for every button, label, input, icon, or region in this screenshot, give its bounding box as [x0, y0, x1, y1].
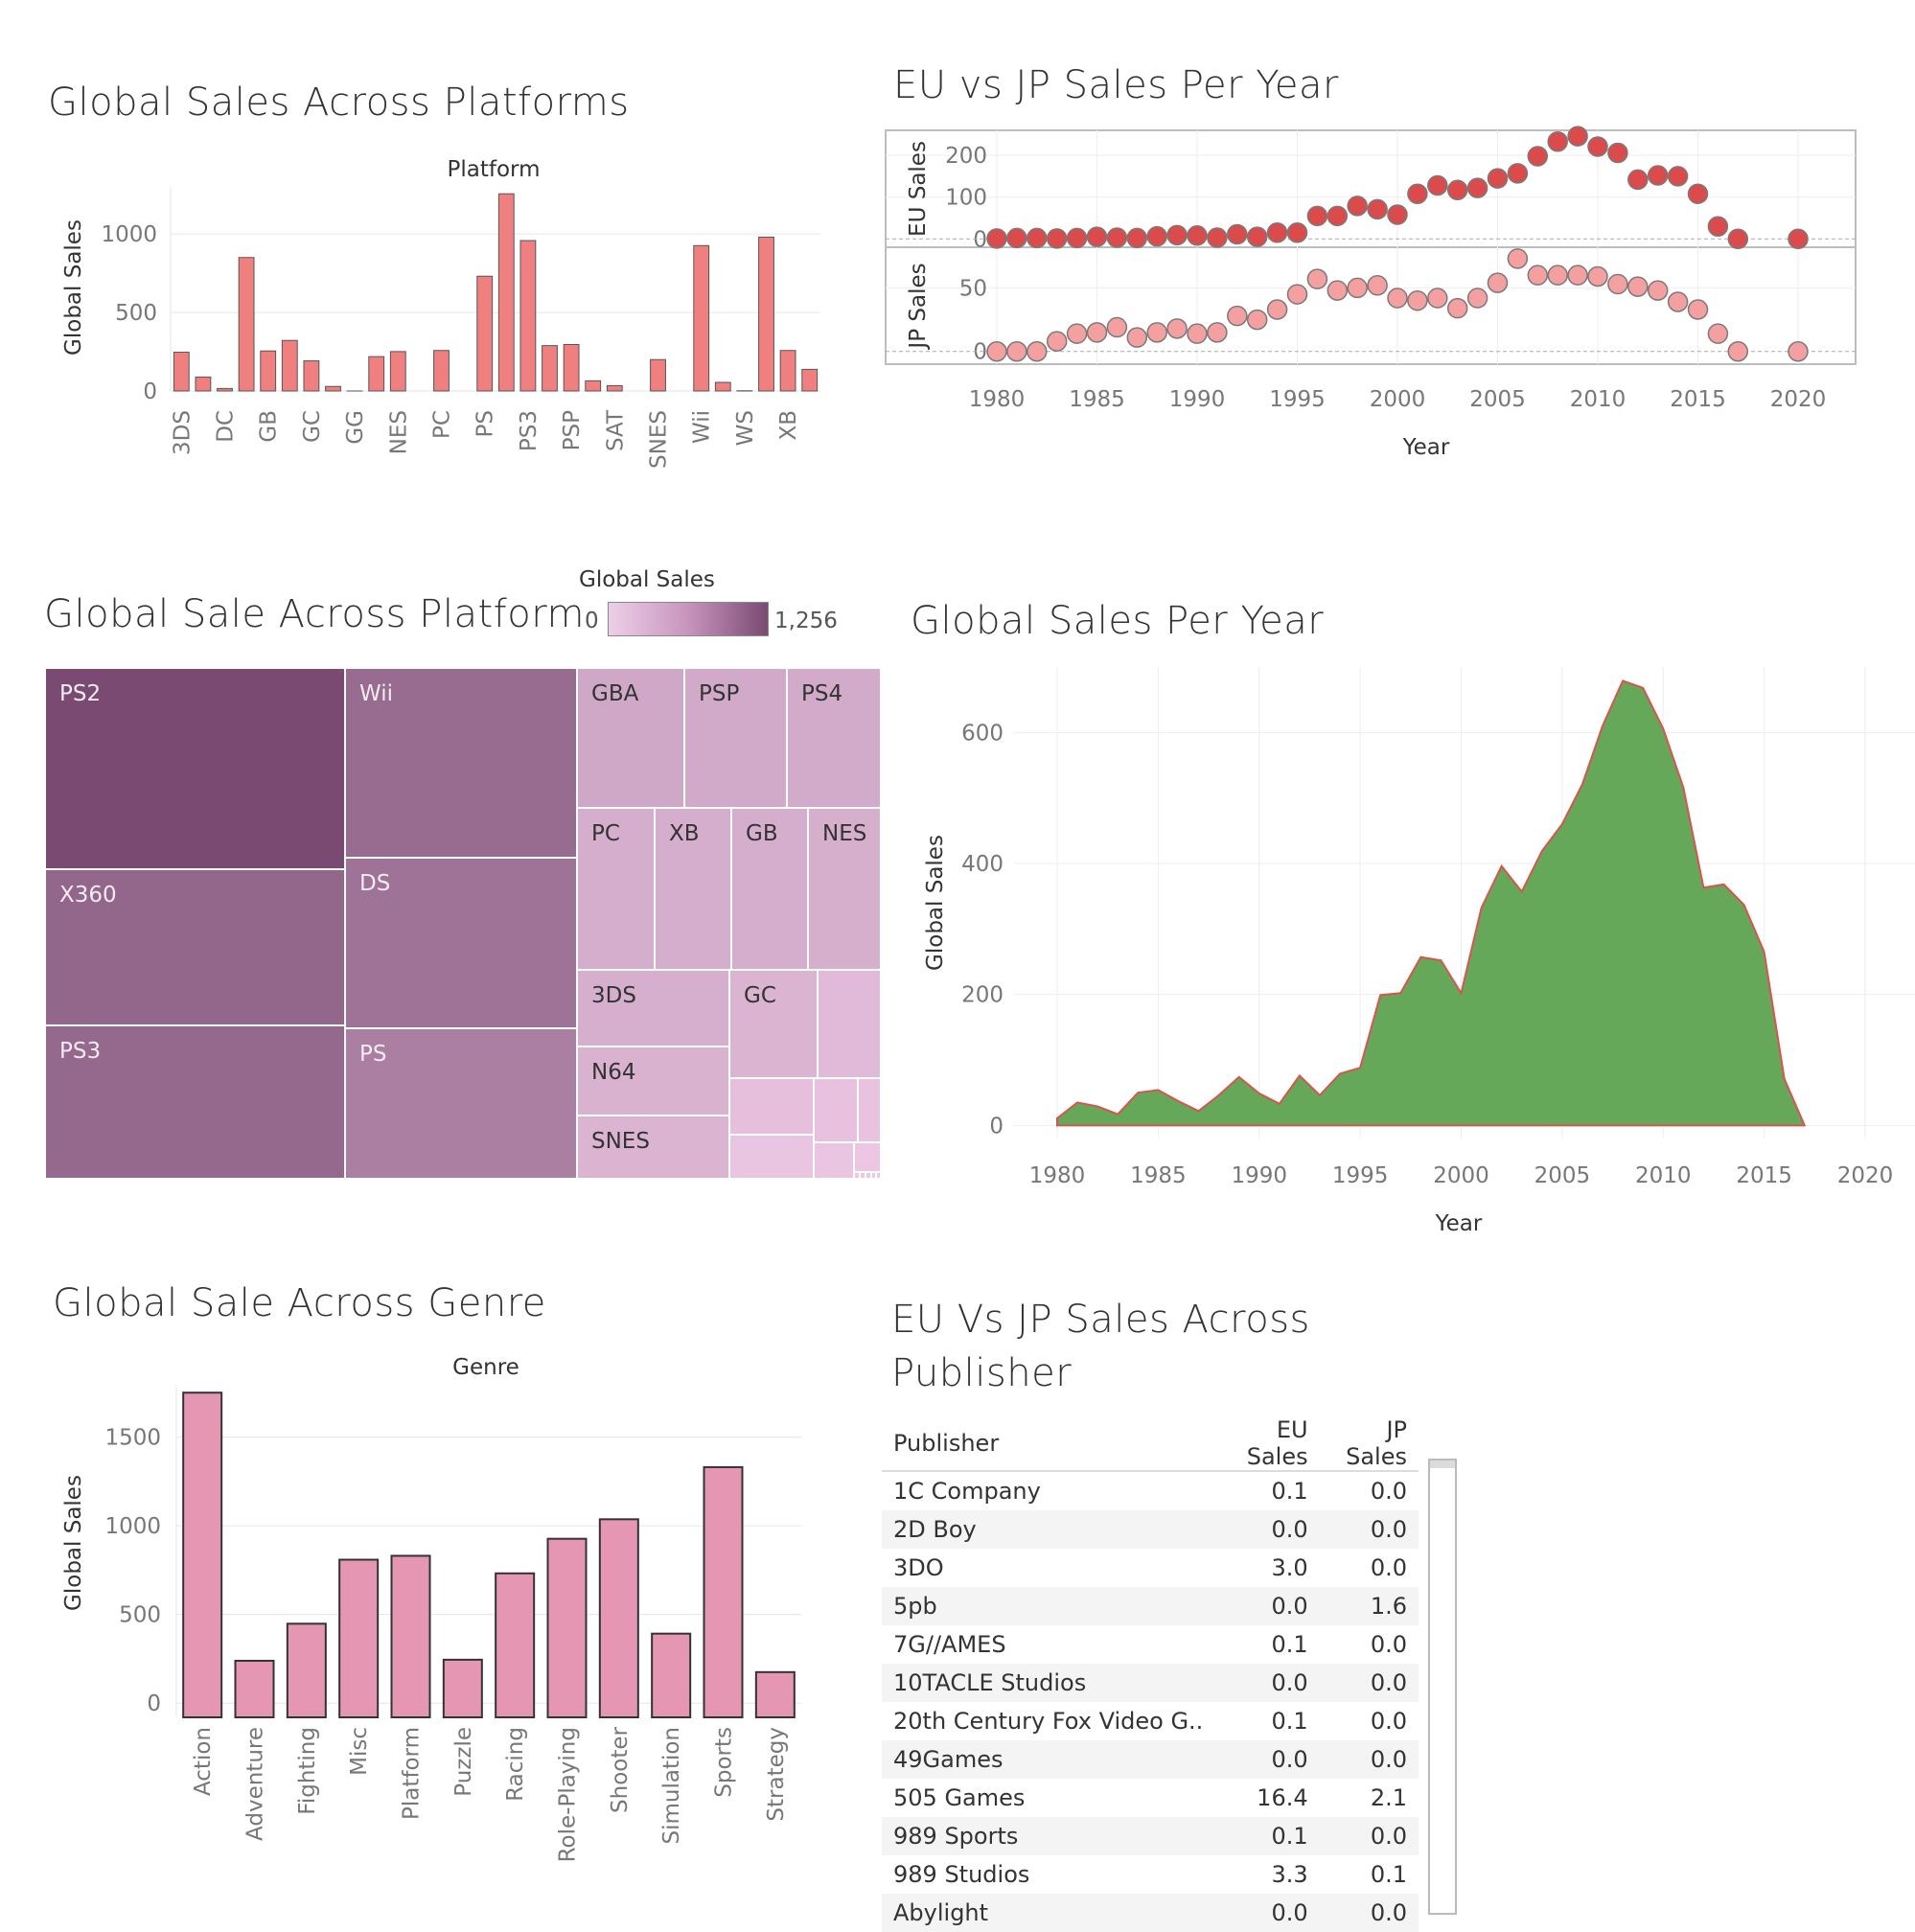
jp-sales-cell: 0.0 — [1320, 1625, 1419, 1664]
x-tick-label: Action — [191, 1727, 216, 1796]
bar — [339, 1560, 378, 1717]
publisher-cell: 20th Century Fox Video G.. — [882, 1702, 1214, 1740]
publisher-cell: 10TACLE Studios — [882, 1664, 1214, 1702]
publisher-cell: 2D Boy — [882, 1510, 1214, 1549]
jp-sales-cell: 1.6 — [1320, 1587, 1419, 1625]
publisher-cell: 3DO — [882, 1549, 1214, 1587]
jp-sales-cell: 0.1 — [1320, 1855, 1419, 1894]
table-header-row: Publisher EU Sales JP Sales — [882, 1416, 1419, 1471]
x-tick-label: Fighting — [295, 1727, 320, 1815]
eu-sales-cell: 0.0 — [1214, 1894, 1319, 1932]
eu-sales-cell: 0.0 — [1214, 1510, 1319, 1549]
jp-sales-cell: 0.0 — [1320, 1549, 1419, 1587]
y-axis-label: Global Sales — [61, 1475, 86, 1611]
bar — [600, 1519, 638, 1717]
column-header-jp-sales[interactable]: JP Sales — [1320, 1416, 1419, 1471]
publisher-cell: 989 Sports — [882, 1817, 1214, 1855]
publisher-cell: 989 Studios — [882, 1855, 1214, 1894]
eu-sales-cell: 0.1 — [1214, 1625, 1319, 1664]
column-header-publisher[interactable]: Publisher — [882, 1416, 1214, 1471]
publisher-cell: Abylight — [882, 1894, 1214, 1932]
eu-sales-cell: 0.1 — [1214, 1471, 1319, 1510]
x-tick-label: Platform — [400, 1727, 425, 1820]
eu-sales-cell: 0.0 — [1214, 1664, 1319, 1702]
bar — [183, 1392, 221, 1717]
eu-sales-cell: 0.0 — [1214, 1587, 1319, 1625]
bar — [496, 1574, 534, 1717]
y-tick-label: 500 — [119, 1603, 161, 1628]
x-tick-label: Sports — [712, 1727, 737, 1798]
eu-sales-cell: 0.1 — [1214, 1817, 1319, 1855]
x-tick-label: Role-Playing — [556, 1727, 581, 1862]
jp-sales-cell: 0.0 — [1320, 1817, 1419, 1855]
publisher-cell: 505 Games — [882, 1779, 1214, 1817]
publisher-cell: 7G//AMES — [882, 1625, 1214, 1664]
jp-sales-cell: 0.0 — [1320, 1702, 1419, 1740]
bar — [652, 1634, 690, 1717]
bar — [548, 1539, 587, 1717]
x-tick-label: Simulation — [659, 1727, 684, 1845]
bar — [392, 1555, 430, 1717]
x-tick-label: Shooter — [608, 1726, 633, 1812]
publisher-cell: 1C Company — [882, 1471, 1214, 1510]
y-tick-label: 0 — [147, 1691, 161, 1716]
eu-sales-cell: 16.4 — [1214, 1779, 1319, 1817]
publisher-title-line1: EU Vs JP Sales Across — [891, 1298, 1310, 1342]
bar — [444, 1660, 482, 1717]
publisher-title-line2: Publisher — [891, 1351, 1072, 1395]
jp-sales-cell: 0.0 — [1320, 1894, 1419, 1932]
eu-sales-cell: 3.0 — [1214, 1549, 1319, 1587]
jp-sales-cell: 2.1 — [1320, 1779, 1419, 1817]
table-scrollbar-thumb[interactable] — [1430, 1460, 1455, 1468]
column-header-eu-sales[interactable]: EU Sales — [1214, 1416, 1319, 1471]
jp-sales-cell: 0.0 — [1320, 1664, 1419, 1702]
jp-sales-cell: 0.0 — [1320, 1510, 1419, 1549]
y-tick-label: 1000 — [104, 1514, 161, 1539]
x-tick-label: Puzzle — [451, 1727, 476, 1797]
publisher-cell: 49Games — [882, 1740, 1214, 1779]
bar — [756, 1672, 795, 1717]
table-scrollbar[interactable] — [1428, 1459, 1457, 1915]
bar — [704, 1467, 743, 1717]
publisher-cell: 5pb — [882, 1587, 1214, 1625]
x-tick-label: Racing — [503, 1727, 528, 1802]
jp-sales-cell: 0.0 — [1320, 1740, 1419, 1779]
bar — [288, 1623, 326, 1717]
x-column-header: Genre — [452, 1355, 519, 1380]
eu-sales-cell: 0.0 — [1214, 1740, 1319, 1779]
jp-sales-cell: 0.0 — [1320, 1471, 1419, 1510]
bar — [236, 1661, 274, 1717]
x-tick-label: Strategy — [764, 1727, 789, 1822]
x-tick-label: Misc — [347, 1727, 372, 1776]
y-tick-label: 1500 — [104, 1426, 161, 1451]
x-tick-label: Adventure — [243, 1727, 268, 1841]
eu-sales-cell: 3.3 — [1214, 1855, 1319, 1894]
eu-sales-cell: 0.1 — [1214, 1702, 1319, 1740]
